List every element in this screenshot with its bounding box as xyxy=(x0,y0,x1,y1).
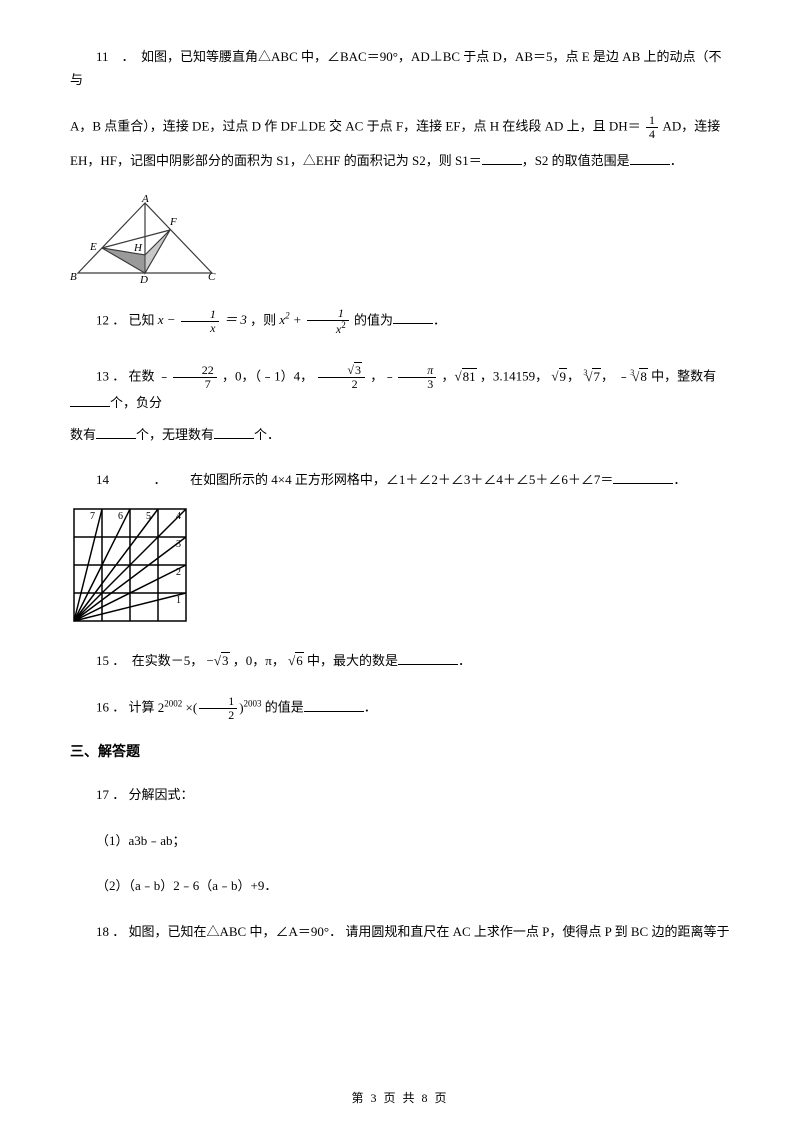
q17-head: 17 ． 分解因式： xyxy=(70,783,730,806)
blank[interactable] xyxy=(70,393,110,407)
svg-text:3: 3 xyxy=(176,539,181,550)
q11-line2: A，B 点重合），连接 DE，过点 D 作 DF⊥DE 交 AC 于点 F，连接… xyxy=(70,114,730,141)
svg-text:1: 1 xyxy=(176,595,181,606)
sqrt3: √3 xyxy=(214,652,230,668)
svg-text:6: 6 xyxy=(118,511,123,522)
blank[interactable] xyxy=(393,310,433,324)
q11-frac: 1 4 xyxy=(646,114,658,141)
q14: 14 ． 在如图所示的 4×4 正方形网格中，∠1＋∠2＋∠3＋∠4＋∠5＋∠6… xyxy=(70,468,730,491)
svg-text:A: A xyxy=(141,195,149,205)
svg-text:2: 2 xyxy=(176,567,181,578)
q12-expr1: x − 1x ＝ 3 xyxy=(158,312,250,327)
blank[interactable] xyxy=(96,425,136,439)
blank[interactable] xyxy=(630,151,670,165)
blank[interactable] xyxy=(214,425,254,439)
q16: 16 ． 计算 22002 ×(12)2003 的值是． xyxy=(70,695,730,722)
svg-text:7: 7 xyxy=(90,511,95,522)
q11-line3: EH，HF，记图中阴影部分的面积为 S1，△EHF 的面积记为 S2，则 S1＝… xyxy=(70,149,730,172)
q11-figure: A B C D E F H xyxy=(70,195,730,285)
q17-p1: （1）a3b﹣ab； xyxy=(70,829,730,852)
svg-text:H: H xyxy=(133,242,143,254)
blank[interactable] xyxy=(398,651,458,665)
blank[interactable] xyxy=(613,470,673,484)
svg-text:C: C xyxy=(208,271,216,283)
q12-expr2: x2 + 1x2 xyxy=(279,312,354,327)
svg-text:D: D xyxy=(139,274,148,285)
blank[interactable] xyxy=(304,698,364,712)
sqrt81: √81 xyxy=(454,368,476,384)
sqrt9: √9 xyxy=(551,368,567,384)
section-3-heading: 三、解答题 xyxy=(70,740,730,765)
svg-text:B: B xyxy=(70,271,77,283)
page-footer: 第 3 页 共 8 页 xyxy=(0,1088,800,1110)
q16-expr: 22002 ×(12)2003 xyxy=(158,700,265,715)
q12: 12 ． 已知 x − 1x ＝ 3 ，则 x2 + 1x2 的值为． xyxy=(70,307,730,336)
svg-text:5: 5 xyxy=(146,511,151,522)
cbrt7: 3√7 xyxy=(583,369,601,384)
q15: 15 ． 在实数－5， −√3 ，0，π， √6 中，最大的数是． xyxy=(70,649,730,672)
q18: 18 ． 如图，已知在△ABC 中，∠A＝90°． 请用圆规和直尺在 AC 上求… xyxy=(70,920,730,943)
cbrt8: 3√8 xyxy=(630,369,648,384)
q13-line2: 数有个，无理数有个． xyxy=(70,423,730,446)
svg-text:F: F xyxy=(169,216,177,228)
q11-l2a: A，B 点重合），连接 DE，过点 D 作 DF⊥DE 交 AC 于点 F，连接… xyxy=(70,118,641,133)
blank[interactable] xyxy=(482,151,522,165)
q11-line1: 11 ． 如图，已知等腰直角△ABC 中，∠BAC＝90°，AD⊥BC 于点 D… xyxy=(70,45,730,92)
q17-p2: （2）（a﹣b）2﹣6（a﹣b）+9． xyxy=(70,874,730,897)
q11-l2b: AD，连接 xyxy=(663,118,721,133)
svg-text:4: 4 xyxy=(176,511,181,522)
svg-text:E: E xyxy=(89,241,97,253)
sqrt6: √6 xyxy=(288,652,304,668)
q13-line1: 13 ． 在数 ﹣227 ，0，（﹣1）4， √32 ，﹣π3 ，√81 ，3.… xyxy=(70,364,730,415)
q14-figure: 7 6 5 4 3 2 1 xyxy=(70,505,730,623)
